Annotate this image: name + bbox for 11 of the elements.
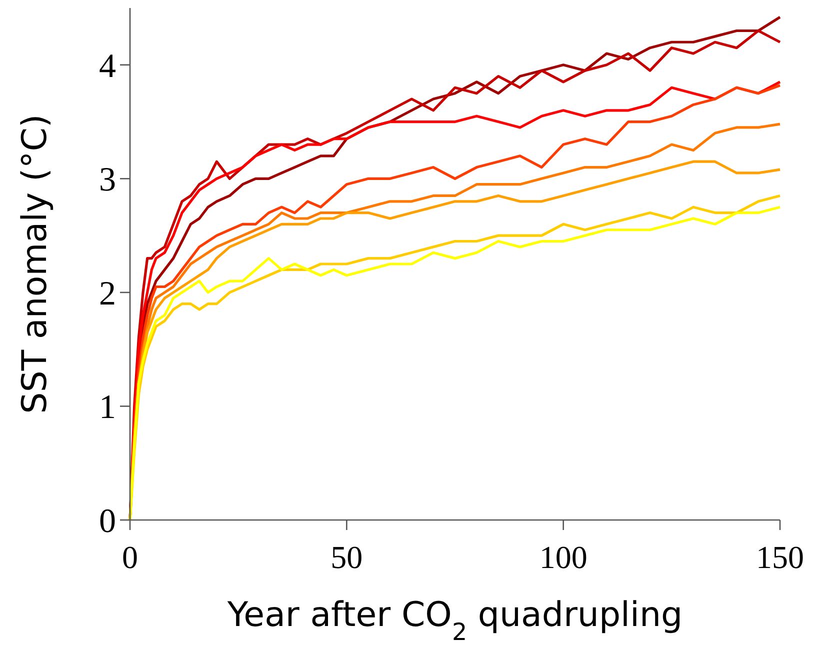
y-tick-label: 4 — [99, 48, 116, 85]
y-tick-label: 3 — [99, 162, 116, 199]
x-tick-label: 100 — [539, 539, 588, 575]
x-tick-label: 150 — [756, 539, 804, 575]
y-axis-title: SST anomaly (°C) — [15, 114, 55, 414]
x-tick-label: 0 — [122, 539, 138, 575]
x-tick-label: 50 — [330, 539, 363, 575]
y-tick-label: 2 — [99, 275, 116, 312]
y-tick-label: 0 — [99, 502, 116, 540]
y-tick-label: 1 — [99, 389, 116, 426]
x-axis-title: Year after CO$_{2}$ quadrupling — [226, 595, 683, 646]
